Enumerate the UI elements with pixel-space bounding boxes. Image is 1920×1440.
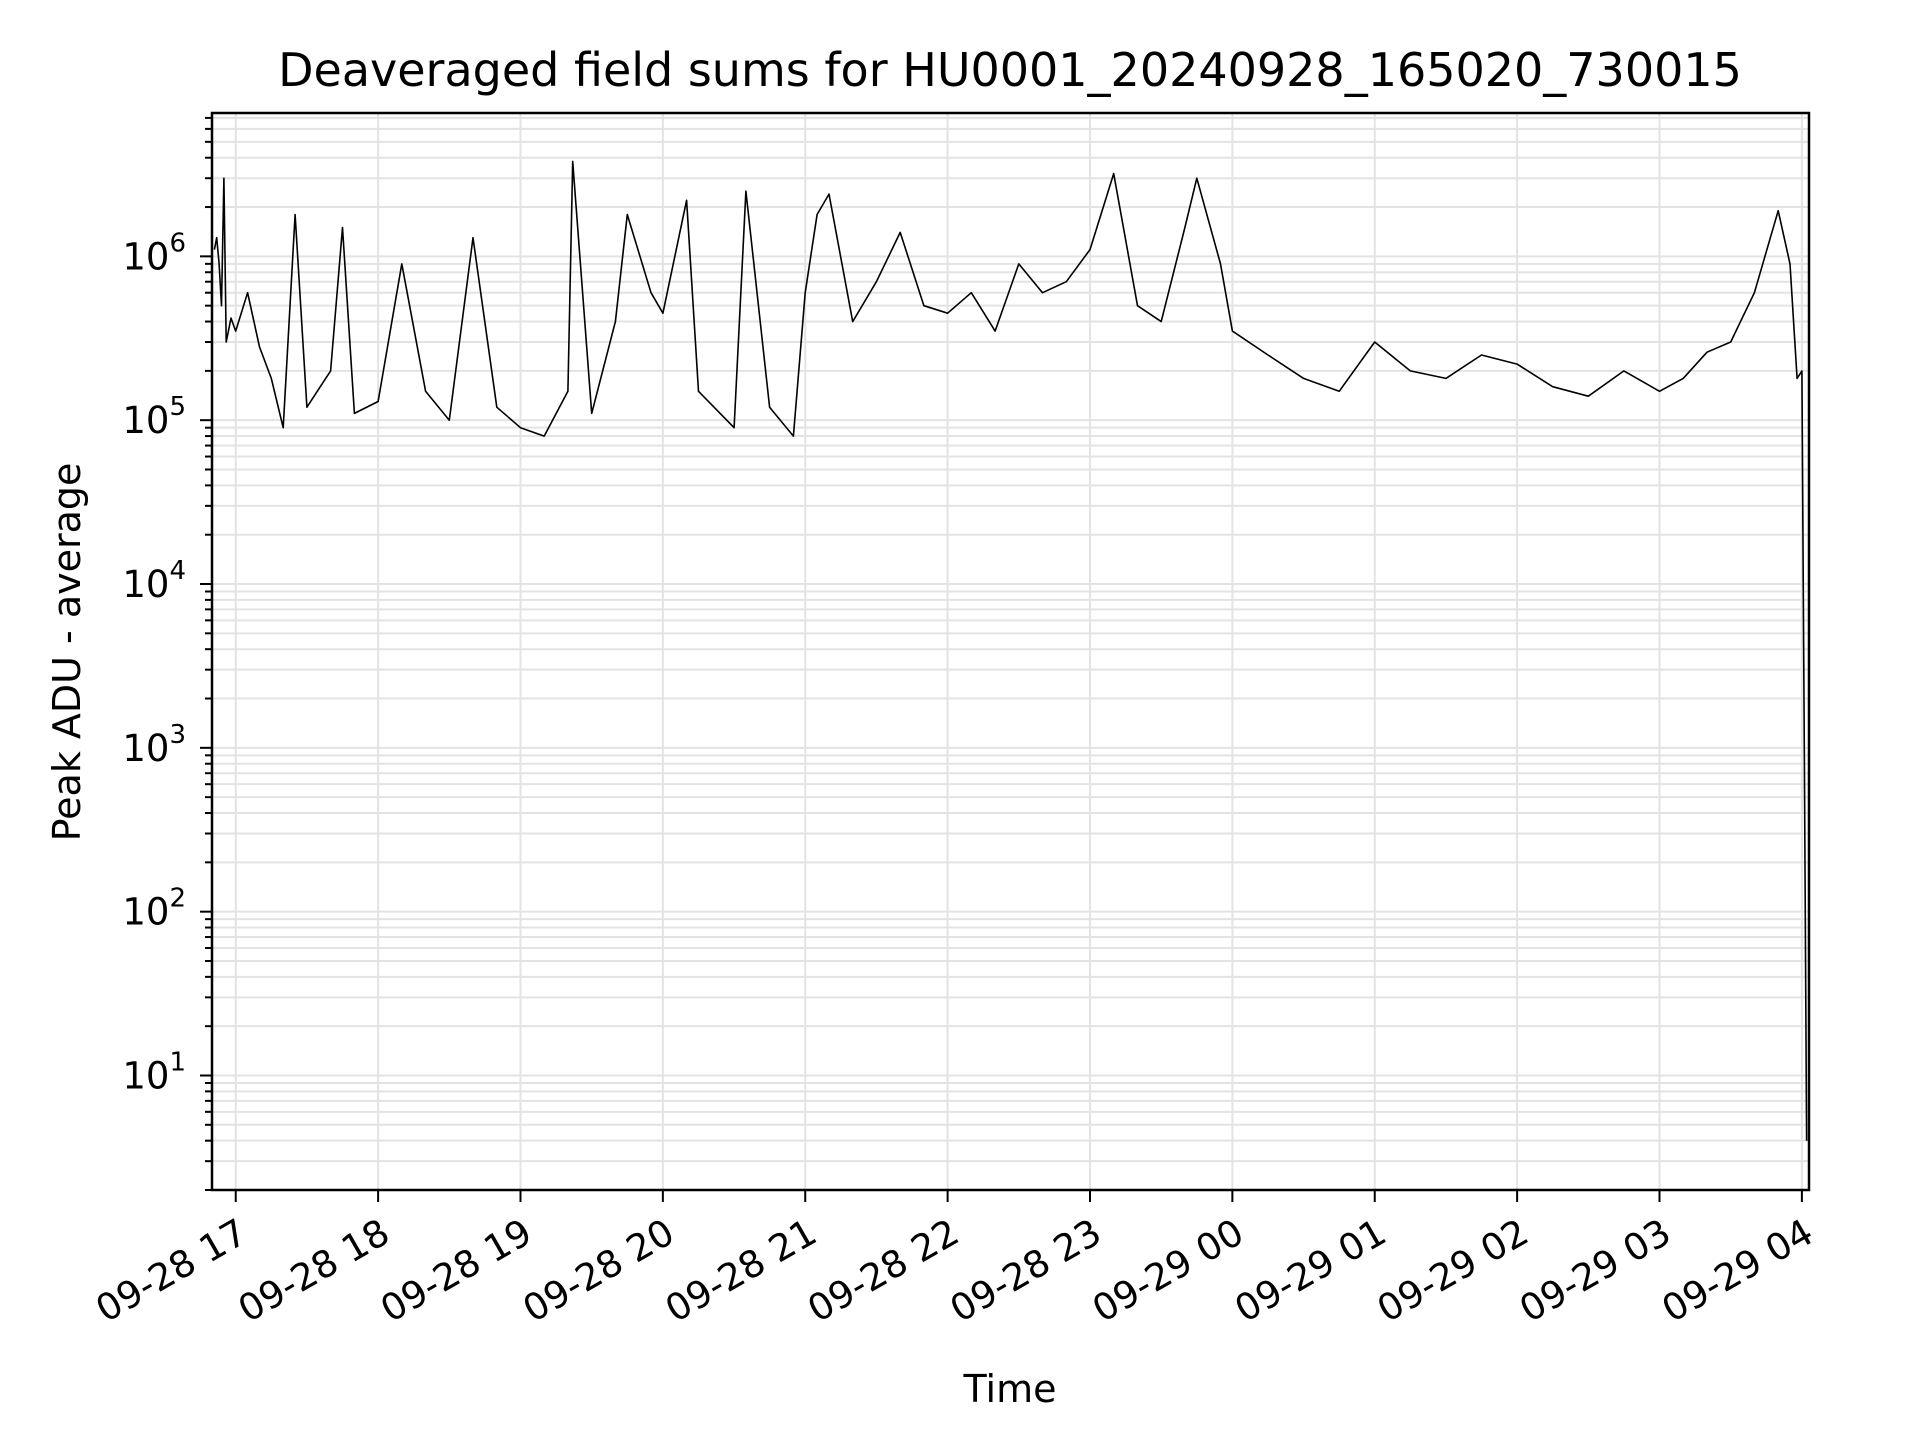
- x-axis-label: Time: [963, 1367, 1057, 1411]
- grid-lines: [212, 113, 1809, 1191]
- y-tick-label: 106: [122, 228, 186, 278]
- y-tick-label: 102: [122, 884, 186, 934]
- y-axis-ticks: 101 102 103 104 105 106: [122, 116, 212, 1191]
- y-tick-label: 103: [122, 720, 186, 770]
- data-series: [213, 160, 1808, 1141]
- plot-frame: [210, 111, 1811, 1192]
- y-tick-label: 105: [122, 392, 186, 442]
- y-axis-label: Peak ADU - average: [45, 463, 89, 842]
- chart-title: Deaveraged field sums for HU0001_2024092…: [278, 43, 1742, 97]
- series-line: [213, 160, 1808, 1141]
- y-tick-label: 101: [122, 1047, 186, 1097]
- y-tick-label: 104: [122, 556, 186, 606]
